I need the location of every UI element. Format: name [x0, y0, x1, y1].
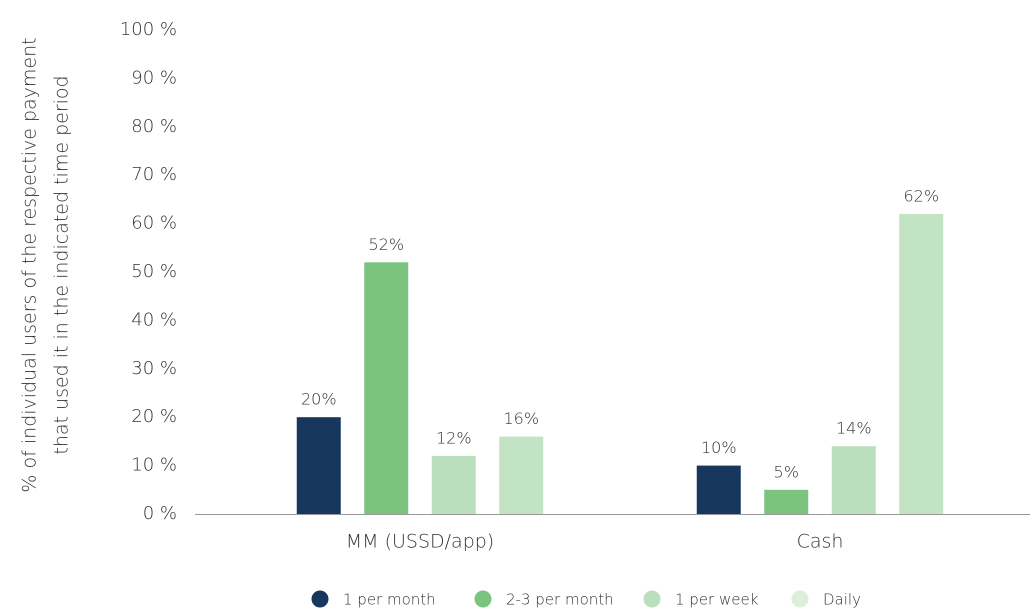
legend-label: 1 per week	[675, 591, 759, 609]
legend-swatch	[311, 590, 329, 608]
y-tick-label: 80 %	[131, 116, 177, 137]
y-tick-label: 100 %	[120, 19, 177, 40]
data-label: 52%	[368, 235, 404, 254]
bar	[296, 417, 341, 514]
x-tick-label: Cash	[797, 531, 844, 553]
y-tick-label: 10 %	[131, 455, 177, 476]
bar	[831, 446, 876, 514]
data-label: 5%	[774, 462, 799, 481]
data-label: 12%	[436, 428, 472, 447]
legend-swatch	[791, 590, 809, 608]
y-tick-label: 70 %	[131, 164, 177, 185]
legend-swatch	[643, 590, 661, 608]
legend-label: Daily	[823, 591, 861, 609]
y-tick-label: 20 %	[131, 406, 177, 427]
bar	[431, 455, 476, 514]
bar	[764, 489, 809, 514]
legend-label: 1 per month	[343, 591, 436, 609]
y-axis-title: that used it in the indicated time perio…	[51, 75, 73, 454]
y-tick-label: 40 %	[131, 309, 177, 330]
y-tick-label: 60 %	[131, 213, 177, 234]
x-tick-label: MM (USSD/app)	[346, 531, 494, 553]
bar	[899, 213, 944, 515]
bar	[696, 465, 741, 514]
y-tick-label: 50 %	[131, 261, 177, 282]
y-axis-title: % of individual users of the respective …	[19, 37, 41, 492]
y-tick-label: 0 %	[143, 503, 177, 524]
data-label: 62%	[903, 186, 939, 205]
y-tick-label: 90 %	[131, 67, 177, 88]
legend-swatch	[474, 590, 492, 608]
data-label: 16%	[503, 409, 539, 428]
data-label: 10%	[701, 438, 737, 457]
bar	[364, 262, 409, 514]
bar	[499, 436, 544, 514]
data-label: 20%	[301, 390, 337, 409]
legend-label: 2-3 per month	[506, 591, 614, 609]
y-tick-label: 30 %	[131, 358, 177, 379]
data-label: 14%	[836, 419, 872, 438]
